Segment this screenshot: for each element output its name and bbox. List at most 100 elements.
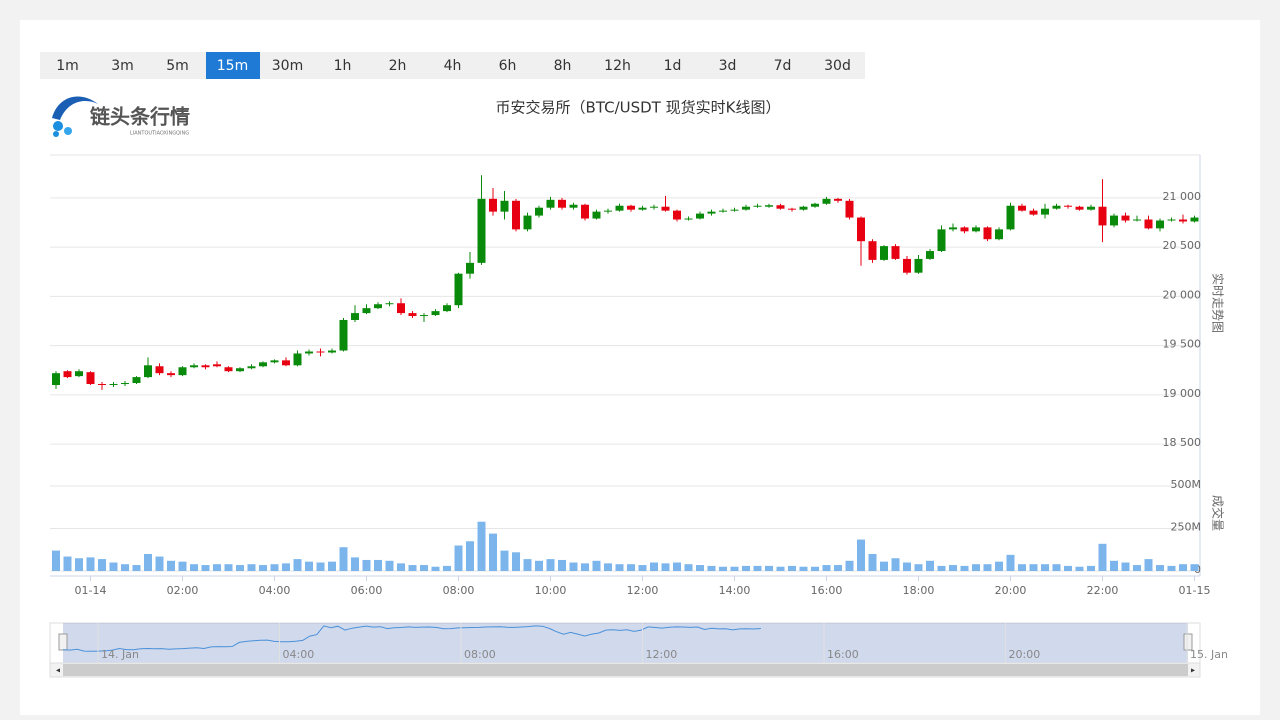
candle-body bbox=[995, 229, 1003, 240]
candle-body bbox=[178, 367, 187, 376]
volume-bar bbox=[374, 559, 382, 571]
volume-bar bbox=[224, 564, 233, 571]
volume-bar bbox=[535, 560, 543, 571]
x-tick-label: 10:00 bbox=[535, 584, 567, 597]
x-tick-label: 06:00 bbox=[351, 584, 383, 597]
y2-axis-title: 成交量 bbox=[1211, 495, 1226, 531]
candle-body bbox=[1064, 205, 1072, 207]
navigator-label: 15. Jan bbox=[1190, 648, 1228, 661]
volume-bar bbox=[328, 561, 336, 571]
x-tick-label: 16:00 bbox=[811, 584, 843, 597]
candle-body bbox=[1087, 206, 1095, 210]
timeframe-button[interactable]: 1d bbox=[664, 58, 682, 74]
candle-body bbox=[144, 365, 152, 378]
timeframe-button[interactable]: 7d bbox=[774, 58, 792, 74]
candle-body bbox=[328, 350, 336, 353]
candle-body bbox=[385, 303, 394, 305]
y2-tick-label: 500M bbox=[1171, 478, 1202, 491]
candle-body bbox=[282, 360, 290, 366]
timeframe-button[interactable]: 2h bbox=[389, 58, 407, 74]
volume-bar bbox=[1029, 564, 1038, 571]
volume-bar bbox=[937, 565, 946, 571]
candle-body bbox=[684, 218, 693, 220]
volume-bar bbox=[512, 552, 520, 571]
timeframe-button[interactable]: 6h bbox=[499, 58, 517, 74]
volume-bar bbox=[75, 558, 83, 571]
timeframe-button[interactable]: 30d bbox=[824, 58, 851, 74]
candle-body bbox=[224, 367, 233, 372]
timeframe-button[interactable]: 1m bbox=[56, 58, 79, 74]
candle-body bbox=[523, 215, 532, 230]
candle-body bbox=[627, 205, 635, 210]
volume-bar bbox=[523, 559, 532, 571]
volume-bar bbox=[914, 564, 923, 571]
volume-bar bbox=[1179, 564, 1187, 571]
navigator-handle[interactable] bbox=[58, 633, 68, 651]
volume-bar bbox=[293, 559, 302, 571]
timeframe-button[interactable]: 5m bbox=[166, 58, 189, 74]
timeframe-button[interactable]: 30m bbox=[272, 58, 303, 74]
volume-bar bbox=[1121, 562, 1130, 571]
volume-bar bbox=[730, 566, 739, 571]
logo-dot bbox=[64, 127, 72, 135]
navigator-handle[interactable] bbox=[1183, 633, 1193, 651]
timeframe-active[interactable] bbox=[206, 52, 260, 79]
volume-bar bbox=[673, 562, 681, 571]
volume-bar bbox=[638, 565, 647, 571]
volume-bar bbox=[903, 562, 911, 571]
candle-body bbox=[788, 208, 796, 210]
timeframe-button[interactable]: 15m bbox=[217, 58, 248, 74]
candle-body bbox=[857, 217, 865, 242]
candle-body bbox=[845, 200, 854, 218]
volume-bar bbox=[420, 565, 428, 571]
volume-bar bbox=[684, 564, 693, 571]
volume-bar bbox=[707, 565, 716, 571]
timeframe-button[interactable]: 8h bbox=[554, 58, 572, 74]
candle-body bbox=[914, 258, 923, 273]
volume-bar bbox=[799, 566, 808, 571]
candle-body bbox=[155, 366, 164, 374]
volume-bar bbox=[742, 565, 750, 571]
y-tick-label: 20 500 bbox=[1163, 239, 1202, 252]
volume-bar bbox=[845, 560, 854, 571]
volume-bar bbox=[995, 561, 1003, 571]
volume-bar bbox=[477, 521, 486, 571]
candle-body bbox=[960, 227, 969, 232]
scroll-right[interactable]: ▸ bbox=[1191, 666, 1195, 675]
volume-bar bbox=[190, 564, 198, 571]
volume-bar bbox=[696, 565, 704, 571]
scrollbar-thumb[interactable] bbox=[63, 664, 1188, 676]
volume-bar bbox=[316, 562, 325, 571]
y2-tick-label: 250M bbox=[1171, 521, 1202, 534]
candle-body bbox=[673, 210, 681, 220]
navigator-label: 16:00 bbox=[827, 648, 859, 661]
timeframe-button[interactable]: 1h bbox=[334, 58, 352, 74]
candle-body bbox=[650, 206, 658, 208]
candle-body bbox=[696, 213, 704, 219]
x-tick-label: 01-15 bbox=[1179, 584, 1211, 597]
candle-body bbox=[201, 365, 210, 368]
candle-body bbox=[880, 246, 888, 260]
x-tick-label: 02:00 bbox=[167, 584, 199, 597]
scroll-left[interactable]: ◂ bbox=[56, 666, 60, 675]
volume-bar bbox=[144, 554, 152, 571]
timeframe-button[interactable]: 12h bbox=[604, 58, 631, 74]
volume-bar bbox=[972, 564, 980, 571]
volume-bar bbox=[719, 566, 727, 571]
navigator-label: 14. Jan bbox=[101, 648, 139, 661]
timeframe-button[interactable]: 3m bbox=[111, 58, 134, 74]
volume-bar bbox=[627, 564, 635, 571]
volume-bar bbox=[167, 560, 175, 571]
timeframe-button[interactable]: 3d bbox=[719, 58, 737, 74]
candle-body bbox=[581, 204, 589, 219]
navigator-label: 12:00 bbox=[646, 648, 678, 661]
candle-body bbox=[75, 371, 83, 377]
volume-bar bbox=[880, 561, 888, 571]
timeframe-button[interactable]: 4h bbox=[444, 58, 462, 74]
candle-body bbox=[236, 368, 244, 372]
volume-bar bbox=[178, 561, 187, 571]
volume-bar bbox=[132, 565, 141, 571]
volume-bar bbox=[489, 533, 497, 571]
candle-body bbox=[63, 371, 72, 378]
